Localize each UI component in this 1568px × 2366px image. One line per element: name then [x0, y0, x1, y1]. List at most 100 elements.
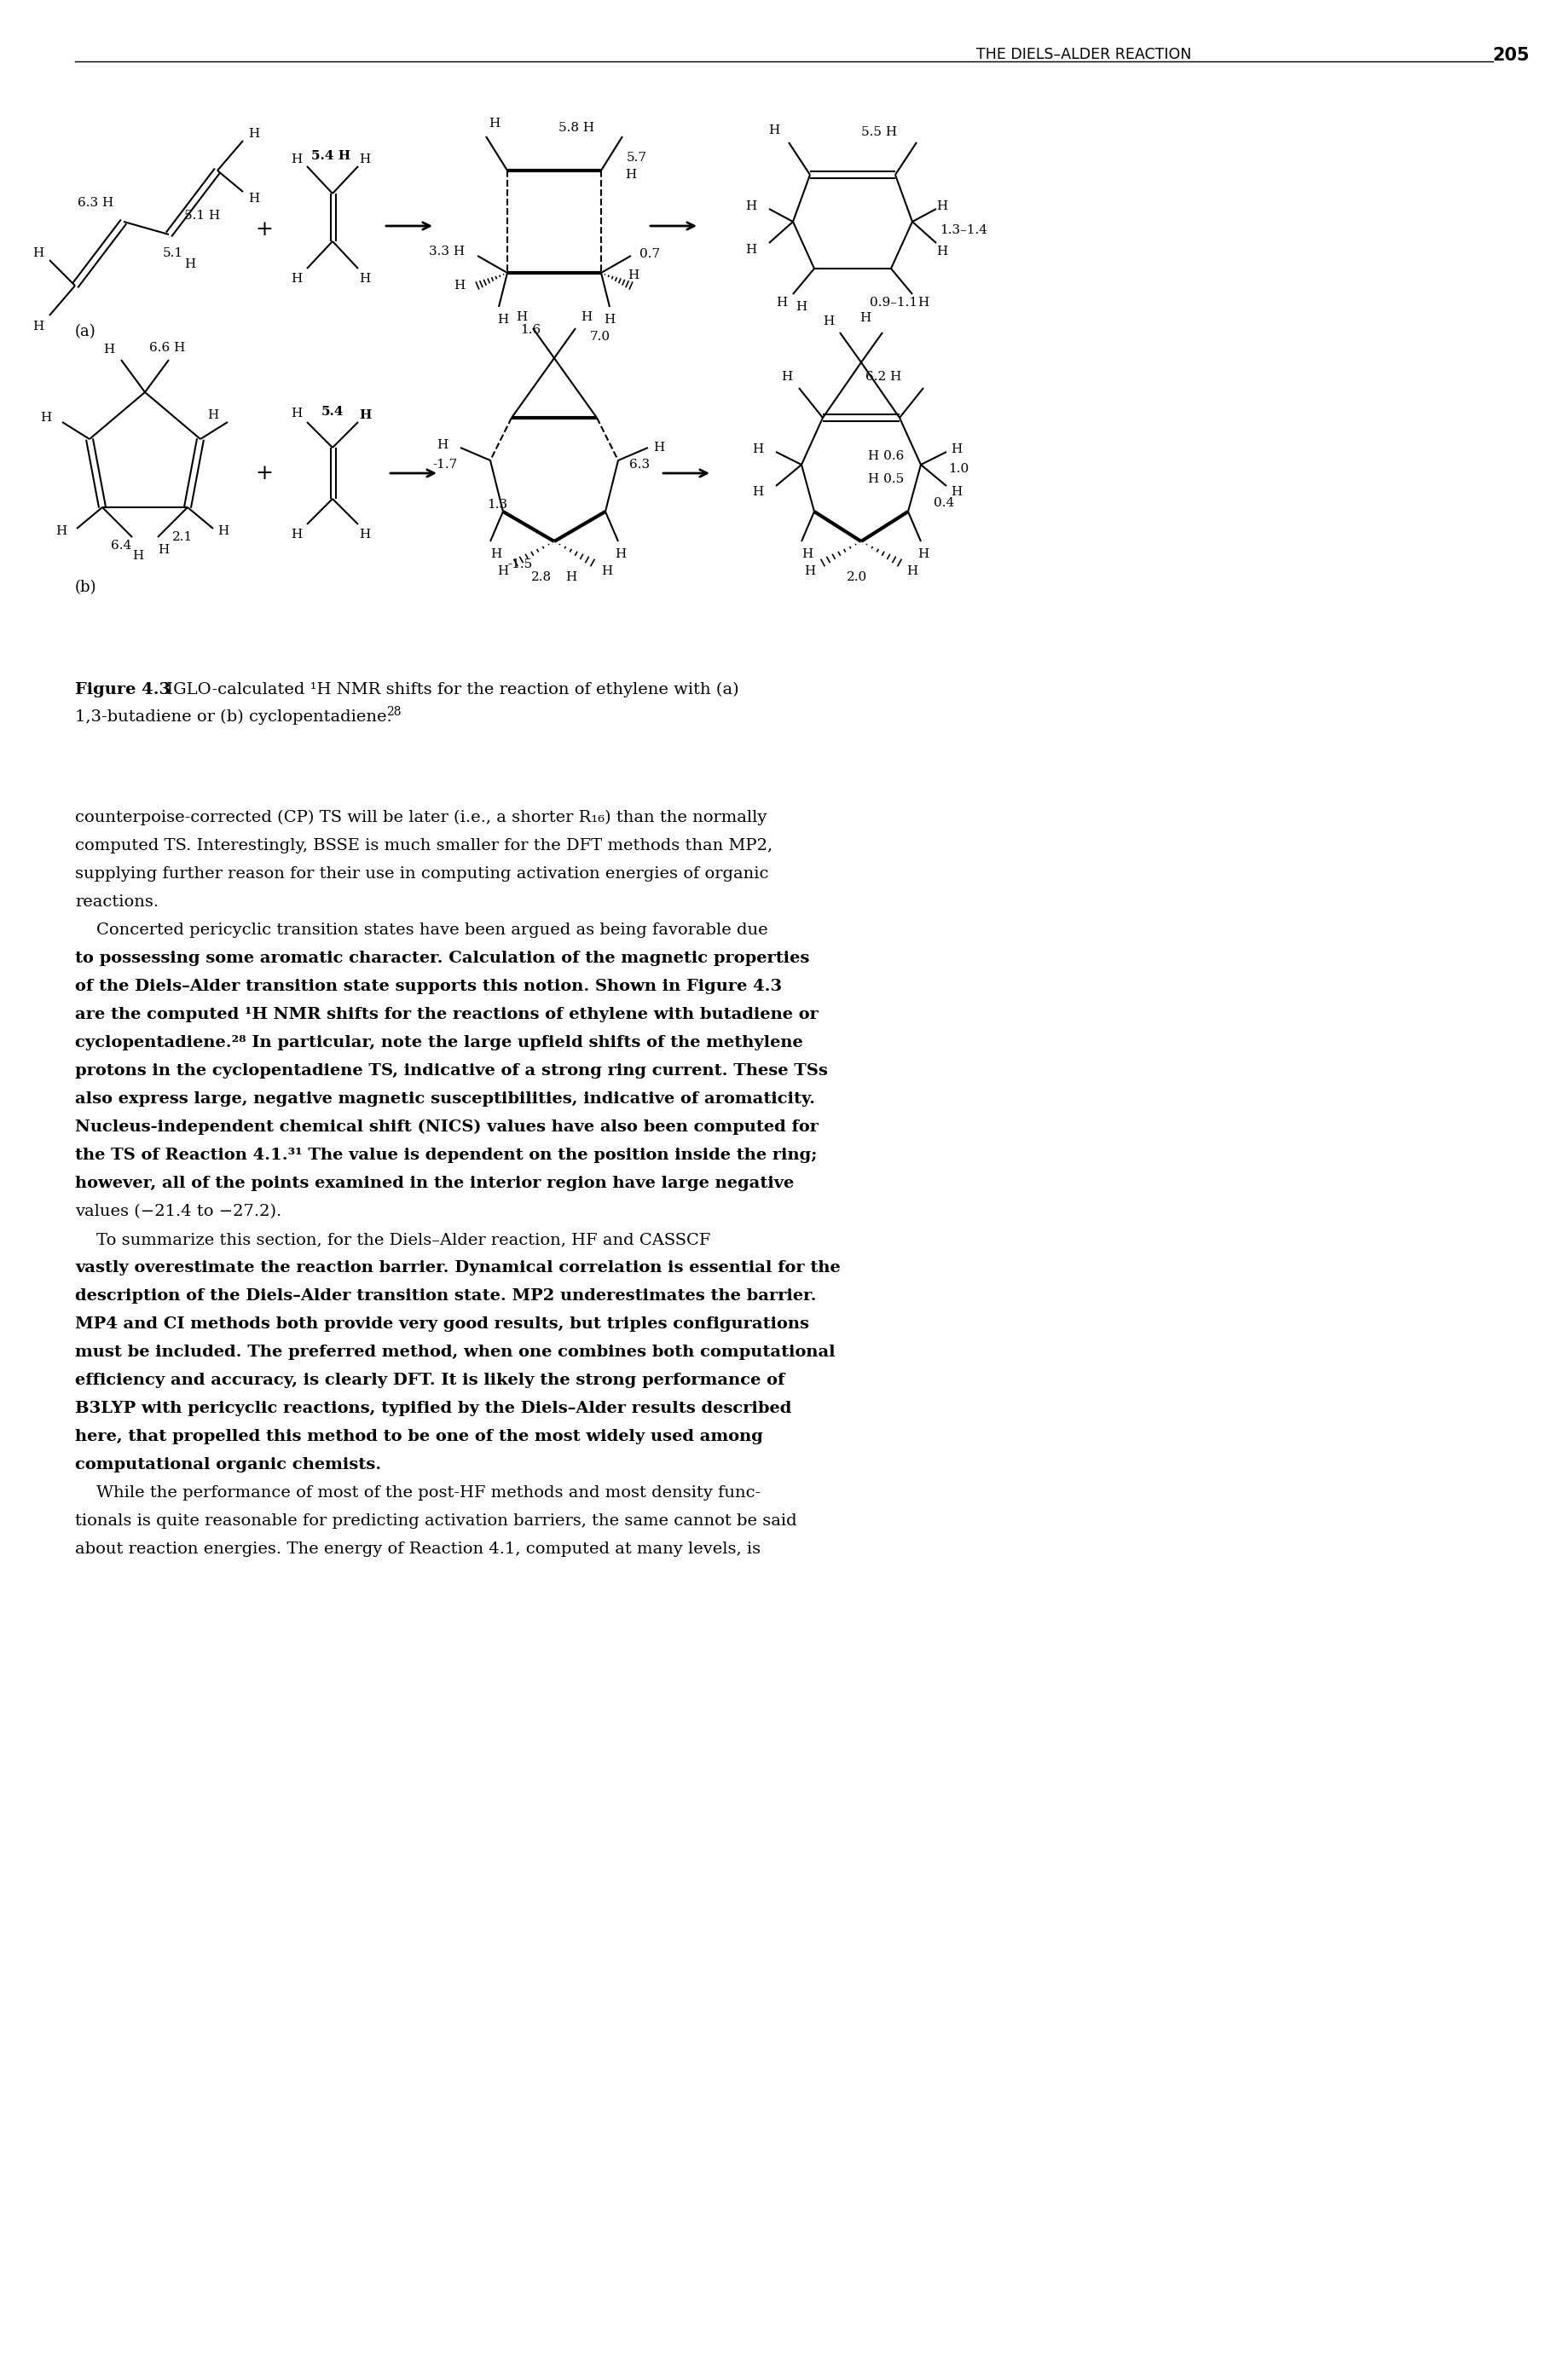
Text: H: H [359, 154, 370, 166]
Text: H: H [776, 296, 787, 308]
Text: are the computed ¹H NMR shifts for the reactions of ethylene with butadiene or: are the computed ¹H NMR shifts for the r… [75, 1008, 818, 1022]
Text: H: H [801, 549, 814, 561]
Text: 7.0: 7.0 [590, 331, 610, 343]
Text: 0.7: 0.7 [640, 248, 660, 260]
Text: H: H [33, 248, 44, 260]
Text: computational organic chemists.: computational organic chemists. [75, 1457, 381, 1472]
Text: H: H [248, 128, 260, 140]
Text: H: H [654, 442, 665, 454]
Text: 6.3: 6.3 [629, 459, 649, 471]
Text: H: H [436, 440, 447, 452]
Text: 0.9–1.1: 0.9–1.1 [870, 296, 917, 308]
Text: counterpoise-corrected (CP) TS will be later (i.e., a shorter R₁₆) than the norm: counterpoise-corrected (CP) TS will be l… [75, 809, 767, 826]
Text: +: + [256, 220, 273, 239]
Text: about reaction energies. The energy of Reaction 4.1, computed at many levels, is: about reaction energies. The energy of R… [75, 1543, 760, 1557]
Text: H: H [952, 485, 963, 497]
Text: 2.0: 2.0 [847, 570, 867, 582]
Text: also express large, negative magnetic susceptibilities, indicative of aromaticit: also express large, negative magnetic su… [75, 1091, 815, 1107]
Text: H: H [248, 192, 260, 203]
Text: 5.8 H: 5.8 H [558, 123, 594, 135]
Text: H: H [626, 168, 637, 180]
Text: H: H [489, 118, 500, 130]
Text: H: H [582, 312, 593, 324]
Text: H: H [952, 442, 963, 454]
Text: 5.4 H: 5.4 H [310, 149, 351, 161]
Text: 6.4: 6.4 [111, 539, 132, 551]
Text: protons in the cyclopentadiene TS, indicative of a strong ring current. These TS: protons in the cyclopentadiene TS, indic… [75, 1062, 828, 1079]
Text: H: H [292, 154, 303, 166]
Text: vastly overestimate the reaction barrier. Dynamical correlation is essential for: vastly overestimate the reaction barrier… [75, 1261, 840, 1275]
Text: IGLO-calculated ¹H NMR shifts for the reaction of ethylene with (a): IGLO-calculated ¹H NMR shifts for the re… [157, 681, 739, 698]
Text: 5.1 H: 5.1 H [183, 211, 220, 222]
Text: H: H [359, 272, 370, 284]
Text: 5.4: 5.4 [321, 407, 343, 419]
Text: B3LYP with pericyclic reactions, typified by the Diels–Alder results described: B3LYP with pericyclic reactions, typifie… [75, 1401, 792, 1417]
Text: 1.0: 1.0 [949, 464, 969, 476]
Text: H: H [745, 244, 756, 256]
Text: -1.7: -1.7 [433, 459, 458, 471]
Text: (b): (b) [75, 580, 97, 596]
Text: H: H [491, 549, 502, 561]
Text: Concerted pericyclic transition states have been argued as being favorable due: Concerted pericyclic transition states h… [75, 923, 768, 937]
Text: H: H [359, 528, 370, 539]
Text: H: H [359, 409, 372, 421]
Text: computed TS. Interestingly, BSSE is much smaller for the DFT methods than MP2,: computed TS. Interestingly, BSSE is much… [75, 838, 773, 854]
Text: of the Diels–Alder transition state supports this notion. Shown in Figure 4.3: of the Diels–Alder transition state supp… [75, 980, 782, 994]
Text: H: H [745, 201, 756, 213]
Text: H: H [917, 296, 930, 308]
Text: -1.5: -1.5 [508, 558, 532, 570]
Text: H: H [906, 565, 917, 577]
Text: To summarize this section, for the Diels–Alder reaction, HF and CASSCF: To summarize this section, for the Diels… [75, 1233, 710, 1247]
Text: reactions.: reactions. [75, 894, 158, 911]
Text: H: H [936, 201, 947, 213]
Text: H: H [768, 125, 779, 137]
Text: H: H [158, 544, 169, 556]
Text: MP4 and CI methods both provide very good results, but triples configurations: MP4 and CI methods both provide very goo… [75, 1315, 809, 1332]
Text: 5.7: 5.7 [627, 151, 648, 163]
Text: 6.6 H: 6.6 H [149, 343, 185, 355]
Text: Figure 4.3: Figure 4.3 [75, 681, 171, 698]
Text: 1.3–1.4: 1.3–1.4 [939, 225, 988, 237]
Text: H: H [33, 319, 44, 334]
Text: 0.4: 0.4 [933, 497, 955, 509]
Text: description of the Diels–Alder transition state. MP2 underestimates the barrier.: description of the Diels–Alder transitio… [75, 1289, 817, 1304]
Text: H 0.6: H 0.6 [869, 450, 905, 461]
Text: THE DIELS–ALDER REACTION: THE DIELS–ALDER REACTION [977, 47, 1192, 62]
Text: must be included. The preferred method, when one combines both computational: must be included. The preferred method, … [75, 1344, 836, 1360]
Text: H: H [132, 549, 144, 561]
Text: H: H [751, 442, 764, 454]
Text: H: H [516, 312, 527, 324]
Text: cyclopentadiene.²⁸ In particular, note the large upfield shifts of the methylene: cyclopentadiene.²⁸ In particular, note t… [75, 1034, 803, 1051]
Text: H: H [751, 485, 764, 497]
Text: 2.8: 2.8 [532, 570, 552, 582]
Text: however, all of the points examined in the interior region have large negative: however, all of the points examined in t… [75, 1176, 793, 1190]
Text: H: H [781, 371, 793, 383]
Text: H: H [292, 528, 303, 539]
Text: H: H [615, 549, 626, 561]
Text: H: H [453, 279, 464, 291]
Text: H: H [497, 315, 508, 327]
Text: 6.2 H: 6.2 H [866, 371, 902, 383]
Text: efficiency and accuracy, is clearly DFT. It is likely the strong performance of: efficiency and accuracy, is clearly DFT.… [75, 1372, 784, 1389]
Text: 5.1: 5.1 [163, 248, 183, 260]
Text: to possessing some aromatic character. Calculation of the magnetic properties: to possessing some aromatic character. C… [75, 951, 809, 965]
Text: (a): (a) [75, 324, 96, 338]
Text: 1,3-butadiene or (b) cyclopentadiene.: 1,3-butadiene or (b) cyclopentadiene. [75, 710, 392, 724]
Text: supplying further reason for their use in computing activation energies of organ: supplying further reason for their use i… [75, 866, 768, 883]
Text: H: H [602, 565, 613, 577]
Text: 1.6: 1.6 [521, 324, 541, 336]
Text: H: H [55, 525, 66, 537]
Text: H: H [936, 246, 947, 258]
Text: 2.1: 2.1 [172, 532, 193, 544]
Text: here, that propelled this method to be one of the most widely used among: here, that propelled this method to be o… [75, 1429, 764, 1443]
Text: H 0.5: H 0.5 [869, 473, 905, 485]
Text: H: H [917, 549, 930, 561]
Text: +: + [256, 464, 273, 483]
Text: 28: 28 [386, 705, 401, 717]
Text: H: H [604, 315, 615, 327]
Text: H: H [103, 343, 114, 355]
Text: Nucleus-independent chemical shift (NICS) values have also been computed for: Nucleus-independent chemical shift (NICS… [75, 1119, 818, 1136]
Text: tionals is quite reasonable for predicting activation barriers, the same cannot : tionals is quite reasonable for predicti… [75, 1514, 797, 1528]
Text: H: H [292, 407, 303, 419]
Text: H: H [497, 565, 508, 577]
